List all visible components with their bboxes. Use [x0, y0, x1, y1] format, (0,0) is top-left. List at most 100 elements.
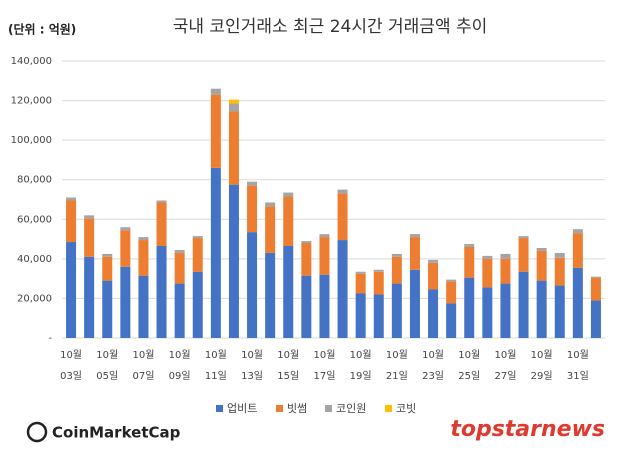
bar-segment: [554, 285, 565, 338]
bar-segment: [120, 266, 131, 338]
topstarnews-logo: topstarnews: [450, 417, 605, 442]
bar-segment: [156, 200, 167, 203]
bar-segment: [66, 242, 77, 338]
x-tick-label: 09일: [169, 370, 191, 382]
bar-segment: [500, 283, 511, 338]
bar-segment: [228, 103, 239, 112]
bar-segment: [138, 240, 149, 276]
bar-segment: [210, 94, 221, 168]
bar-segment: [518, 238, 529, 272]
y-tick-label: 80,000: [17, 175, 52, 186]
bar-segment: [355, 273, 366, 294]
y-tick-label: 40,000: [17, 254, 52, 265]
bar-segment: [500, 258, 511, 284]
bar-segment: [590, 276, 601, 278]
bar-segment: [156, 202, 167, 246]
bar-segment: [446, 281, 457, 304]
bar-segment: [265, 202, 276, 207]
bar-segment: [409, 237, 420, 270]
x-tick-label: 07일: [132, 370, 154, 382]
bar-segment: [138, 237, 149, 241]
bar-segment: [464, 246, 475, 278]
bar-segment: [210, 167, 221, 338]
bar-segment: [247, 232, 258, 338]
bar-segment: [391, 283, 402, 338]
x-tick-label: 25일: [458, 370, 480, 382]
x-tick-label: 10월: [567, 349, 589, 361]
bar-segment: [446, 279, 457, 282]
bar-segment: [102, 253, 113, 257]
x-tick-label: 15일: [277, 370, 299, 382]
x-tick-label: 10월: [350, 349, 372, 361]
bar-segment: [554, 257, 565, 286]
bar-segment: [572, 233, 583, 268]
x-tick-label: 10월: [277, 349, 299, 361]
y-tick-label: 100,000: [11, 135, 52, 146]
legend-swatch: [276, 405, 283, 412]
x-tick-label: 29일: [531, 370, 553, 382]
bar-segment: [590, 300, 601, 338]
bar-segment: [500, 253, 511, 259]
x-tick-label: 10월: [386, 349, 408, 361]
x-tick-label: 10월: [422, 349, 444, 361]
bar-segment: [464, 244, 475, 247]
bar-segment: [156, 245, 167, 338]
legend-label: 빗썸: [287, 402, 307, 415]
bar-segment: [120, 230, 131, 267]
bar-segment: [428, 262, 439, 290]
bar-segment: [373, 269, 384, 272]
bar-segment: [84, 218, 95, 257]
bar-segment: [174, 249, 185, 253]
legend-label: 코인원: [336, 402, 366, 415]
bar-segment: [337, 193, 348, 241]
x-tick-label: 17일: [313, 370, 335, 382]
bar-segment: [84, 256, 95, 338]
legend-swatch: [216, 405, 223, 412]
bar-segment: [409, 269, 420, 338]
x-tick-label: 10월: [132, 349, 154, 361]
x-tick-label: 10월: [205, 349, 227, 361]
bar-segment: [120, 227, 131, 231]
x-tick-label: 05일: [96, 370, 118, 382]
bar-segment: [518, 271, 529, 338]
bar-segment: [337, 240, 348, 338]
bar-segment: [283, 196, 294, 246]
x-tick-label: 10월: [60, 349, 82, 361]
x-tick-label: 10월: [313, 349, 335, 361]
unit-label: (단위 : 억원): [8, 22, 76, 37]
x-tick-label: 13일: [241, 370, 263, 382]
x-tick-label: 11일: [205, 370, 227, 382]
x-tick-label: 27일: [494, 370, 516, 382]
bar-segment: [84, 215, 95, 219]
x-tick-label: 10월: [494, 349, 516, 361]
x-tick-label: 03일: [60, 370, 82, 382]
bar-segment: [66, 200, 77, 243]
bar-segment: [102, 280, 113, 338]
x-tick-label: 10월: [458, 349, 480, 361]
bar-segment: [590, 277, 601, 301]
x-tick-label: 10월: [531, 349, 553, 361]
y-tick-label: -: [48, 333, 52, 344]
bar-segment: [554, 252, 565, 258]
bar-segment: [192, 271, 203, 338]
bar-segment: [102, 256, 113, 281]
bar-segment: [536, 247, 547, 251]
x-tick-label: 21일: [386, 370, 408, 382]
bar-segment: [228, 99, 239, 104]
coinmarketcap-logo: CoinMarketCap: [26, 421, 181, 443]
bar-segment: [518, 236, 529, 239]
legend-swatch: [325, 405, 332, 412]
x-tick-label: 10월: [96, 349, 118, 361]
bar-segment: [373, 294, 384, 338]
bar-segment: [192, 238, 203, 272]
x-tick-label: 10월: [169, 349, 191, 361]
bar-segment: [319, 237, 330, 275]
y-tick-label: 140,000: [11, 56, 52, 67]
bar-segment: [301, 241, 312, 244]
bar-segment: [572, 229, 583, 234]
bar-segment: [428, 289, 439, 338]
bar-segment: [482, 255, 493, 259]
logo-text: CoinMarketCap: [52, 424, 181, 442]
bar-segment: [319, 274, 330, 338]
bar-segment: [247, 181, 258, 186]
